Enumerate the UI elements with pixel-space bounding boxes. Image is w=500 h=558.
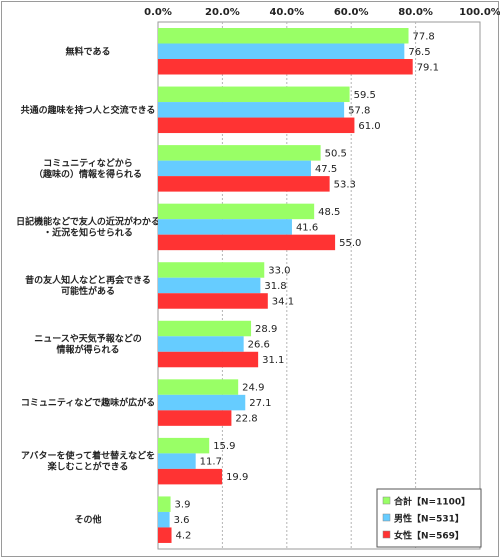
bar — [158, 468, 223, 485]
bar — [158, 262, 265, 278]
category-label: ニュースや天気予報などの情報が得られる — [34, 333, 142, 356]
bar — [158, 437, 210, 454]
x-tick-label: 20.0% — [205, 7, 240, 18]
data-label: 19.9 — [226, 472, 248, 483]
category-label: 無料である — [66, 45, 111, 57]
legend-label: 男性【N=531】 — [394, 513, 464, 525]
data-label: 61.0 — [358, 121, 380, 132]
legend-label: 合計【N=1100】 — [394, 496, 470, 508]
category-label: 昔の友人知人などと再会できる可能性がある — [25, 274, 151, 297]
x-tick-label: 60.0% — [334, 7, 369, 18]
data-label: 31.1 — [262, 355, 284, 366]
data-label: 3.9 — [175, 500, 191, 511]
x-tick-label: 100.0% — [459, 7, 500, 18]
bar — [158, 453, 196, 469]
bar — [158, 160, 311, 177]
bar — [158, 86, 350, 103]
category-label: コミュニティなどで趣味が広がる — [21, 397, 155, 409]
data-label: 11.7 — [200, 457, 222, 468]
category-label: その他 — [74, 514, 101, 526]
data-label: 24.9 — [242, 383, 264, 394]
data-label: 76.5 — [408, 47, 430, 58]
bar — [158, 277, 261, 294]
legend-label: 女性【N=569】 — [394, 530, 464, 542]
data-label: 47.5 — [315, 164, 337, 175]
data-label: 53.3 — [334, 179, 356, 190]
data-label: 22.8 — [235, 414, 257, 425]
data-label: 34.1 — [272, 296, 294, 307]
category-label: 日記機能などで友人の近況がわかる・近況を知らせられる — [16, 215, 160, 238]
bar — [158, 410, 232, 426]
bar — [158, 336, 244, 352]
data-label: 31.8 — [264, 281, 286, 292]
bar — [158, 203, 315, 220]
data-label: 15.9 — [213, 441, 235, 452]
data-label: 26.6 — [248, 340, 270, 351]
bar — [158, 527, 172, 543]
bar — [158, 511, 170, 528]
bar — [158, 102, 345, 118]
category-label: アバターを使って着せ替えなどを楽しむことができる — [21, 450, 155, 473]
bar — [158, 496, 171, 512]
x-tick-label: 80.0% — [398, 7, 433, 18]
data-label: 79.1 — [417, 62, 439, 73]
bar — [158, 117, 355, 134]
bar — [158, 234, 336, 251]
x-tick-label: 40.0% — [269, 7, 304, 18]
data-label: 55.0 — [339, 238, 361, 249]
data-label: 48.5 — [318, 207, 340, 218]
bar — [158, 320, 252, 337]
bar — [158, 145, 321, 161]
legend-swatch — [382, 530, 391, 539]
data-label: 77.8 — [413, 31, 435, 42]
bar — [158, 28, 409, 44]
data-label: 28.9 — [255, 324, 277, 335]
category-label: 共通の趣味を持つ人と交流できる — [21, 104, 156, 116]
data-label: 50.5 — [325, 148, 347, 159]
bar — [158, 293, 268, 309]
x-tick-label: 0.0% — [144, 7, 172, 18]
bar — [158, 394, 246, 411]
data-label: 4.2 — [176, 531, 192, 542]
legend-swatch — [382, 513, 391, 522]
bar — [158, 43, 405, 59]
category-label: コミュニティなどから（趣味の）情報を得られる — [34, 157, 142, 180]
data-label: 3.6 — [174, 515, 190, 526]
bar — [158, 351, 259, 368]
data-label: 41.6 — [296, 222, 318, 233]
data-label: 33.0 — [268, 265, 290, 276]
legend-swatch — [382, 496, 391, 505]
legend-box — [376, 488, 482, 548]
data-label: 59.5 — [354, 90, 376, 101]
data-label: 57.8 — [348, 105, 370, 116]
bar — [158, 379, 239, 395]
bar — [158, 59, 413, 75]
bar — [158, 176, 330, 192]
data-label: 27.1 — [249, 398, 271, 409]
bar — [158, 219, 292, 235]
